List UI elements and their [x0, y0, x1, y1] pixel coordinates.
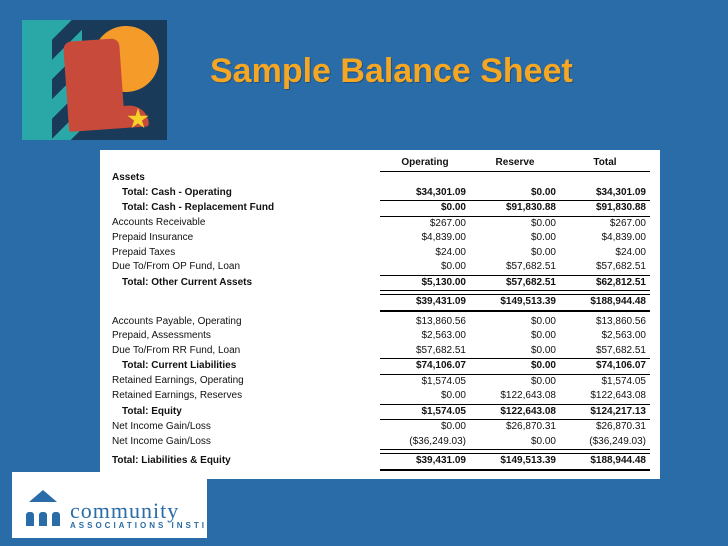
footer-logo-sub: ASSOCIATIONS INSTITUTE [70, 521, 240, 530]
col-header-reserve: Reserve [470, 156, 560, 171]
row-cash-replacement: Total: Cash - Replacement Fund $0.00 $91… [108, 201, 650, 217]
row-prepaid-ins: Prepaid Insurance $4,839.00 $0.00 $4,839… [108, 231, 650, 246]
row-ar: Accounts Receivable $267.00 $0.00 $267.0… [108, 216, 650, 231]
page-title: Sample Balance Sheet [210, 52, 573, 91]
row-due-op: Due To/From OP Fund, Loan $0.00 $57,682.… [108, 260, 650, 275]
row-cur-liab: Total: Current Liabilities $74,106.07 $0… [108, 359, 650, 375]
balance-sheet: Operating Reserve Total Assets Total: Ca… [100, 150, 660, 479]
row-other-ca: Total: Other Current Assets $5,130.00 $5… [108, 275, 650, 291]
row-prepaid-tax: Prepaid Taxes $24.00 $0.00 $24.00 [108, 246, 650, 261]
row-re-op: Retained Earnings, Operating $1,574.05 $… [108, 374, 650, 389]
footer-logo-text: community ASSOCIATIONS INSTITUTE [70, 501, 240, 530]
row-cash-operating: Total: Cash - Operating $34,301.09 $0.00… [108, 186, 650, 201]
boot-logo [22, 20, 167, 140]
assets-header: Assets [108, 171, 380, 186]
roof-icon [29, 490, 57, 502]
row-equity: Total: Equity $1,574.05 $122,643.08 $124… [108, 404, 650, 420]
cowboy-boot-icon [63, 38, 125, 130]
footer-logo-main: community [70, 501, 240, 521]
balance-table: Operating Reserve Total Assets Total: Ca… [108, 156, 650, 471]
header-row: Operating Reserve Total [108, 156, 650, 171]
row-assets-total: $39,431.09 $149,513.39 $188,944.48 [108, 295, 650, 311]
row-grand-total: Total: Liabilities & Equity $39,431.09 $… [108, 454, 650, 470]
zigzag-decor [22, 20, 72, 140]
row-prepaid-assess: Prepaid, Assessments $2,563.00 $0.00 $2,… [108, 329, 650, 344]
col-header-total: Total [560, 156, 650, 171]
cai-mark-icon [22, 488, 64, 530]
row-ni2: Net Income Gain/Loss ($36,249.03) $0.00 … [108, 435, 650, 450]
row-due-rr: Due To/From RR Fund, Loan $57,682.51 $0.… [108, 344, 650, 359]
row-re-res: Retained Earnings, Reserves $0.00 $122,6… [108, 389, 650, 404]
col-header-operating: Operating [380, 156, 470, 171]
row-ap: Accounts Payable, Operating $13,860.56 $… [108, 315, 650, 330]
people-icon [26, 508, 60, 526]
assets-header-row: Assets [108, 171, 650, 186]
col-header-blank [108, 156, 380, 171]
footer-logo: community ASSOCIATIONS INSTITUTE [22, 488, 240, 530]
row-ni1: Net Income Gain/Loss $0.00 $26,870.31 $2… [108, 420, 650, 435]
